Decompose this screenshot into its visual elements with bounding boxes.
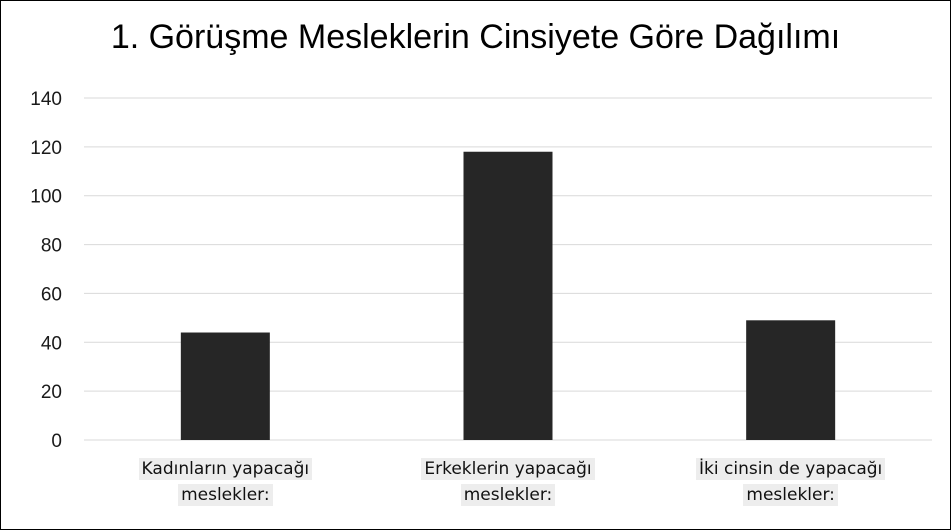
category-label: İki cinsin de yapacağı meslekler: [696, 456, 886, 508]
y-tick-label: 60 [41, 284, 62, 305]
y-tick-label: 80 [41, 236, 62, 257]
bar [180, 332, 270, 440]
y-tick-label: 100 [30, 187, 62, 208]
y-tick-label: 140 [30, 89, 62, 110]
category-label: Kadınların yapacağı meslekler: [130, 456, 320, 508]
category-label-text: Erkeklerin yapacağı meslekler: [421, 458, 595, 506]
chart-title: 1. Görüşme Mesleklerin Cinsiyete Göre Da… [110, 18, 841, 56]
y-tick-label: 20 [41, 382, 62, 403]
bar [746, 320, 836, 440]
category-label-text: İki cinsin de yapacağı meslekler: [696, 458, 886, 506]
category-label: Erkeklerin yapacağı meslekler: [413, 456, 603, 508]
y-tick-label: 120 [30, 138, 62, 159]
bar [463, 151, 553, 440]
category-label-text: Kadınların yapacağı meslekler: [138, 458, 313, 506]
y-tick-label: 40 [41, 333, 62, 354]
y-tick-label: 0 [51, 431, 62, 452]
